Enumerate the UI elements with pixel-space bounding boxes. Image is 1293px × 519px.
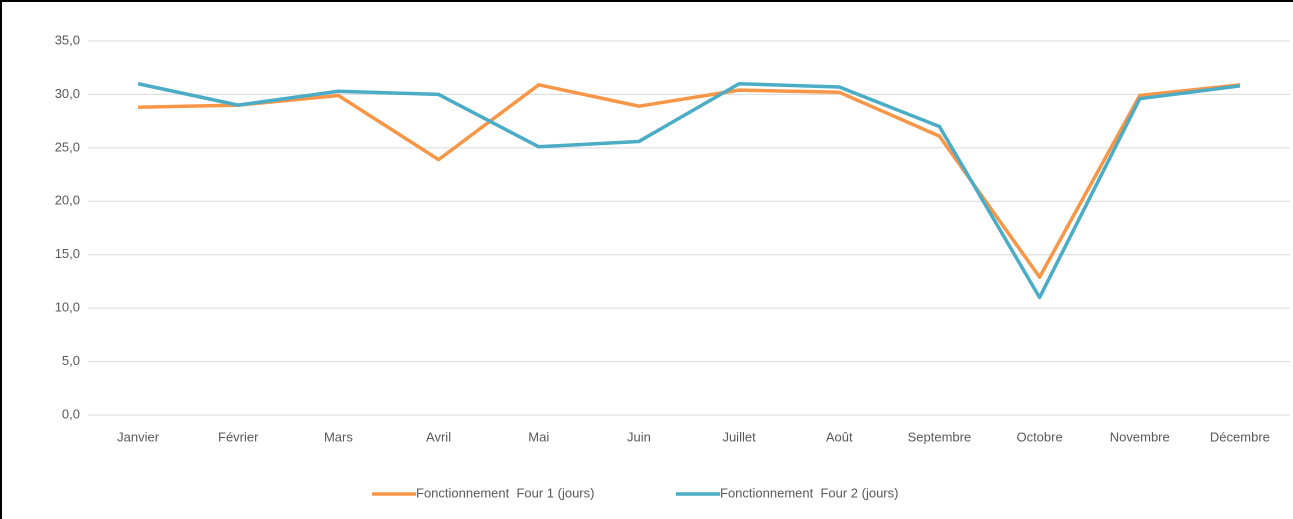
y-tick-label: 0,0 [62,406,80,421]
x-tick-label: Mars [324,429,353,444]
series-line [137,81,1241,300]
x-tick-label: Juillet [722,429,756,444]
x-tick-label: Août [826,429,853,444]
x-tick-label: Novembre [1110,429,1170,444]
x-tick-label: Janvier [117,429,160,444]
series-line [138,83,1241,279]
x-tick-label: Septembre [908,429,972,444]
y-tick-label: 35,0 [55,32,80,47]
legend-label: Fonctionnement Four 1 (jours) [416,485,594,500]
x-tick-label: Juin [627,429,651,444]
x-tick-label: Avril [426,429,451,444]
x-tick-label: Février [218,429,259,444]
y-tick-label: 20,0 [55,193,80,208]
y-tick-label: 5,0 [62,353,80,368]
y-tick-label: 30,0 [55,86,80,101]
x-tick-label: Décembre [1210,429,1270,444]
y-tick-label: 15,0 [55,246,80,261]
x-tick-label: Octobre [1016,429,1062,444]
y-tick-label: 10,0 [55,300,80,315]
y-tick-label: 25,0 [55,139,80,154]
legend-label: Fonctionnement Four 2 (jours) [720,485,898,500]
x-tick-label: Mai [528,429,549,444]
